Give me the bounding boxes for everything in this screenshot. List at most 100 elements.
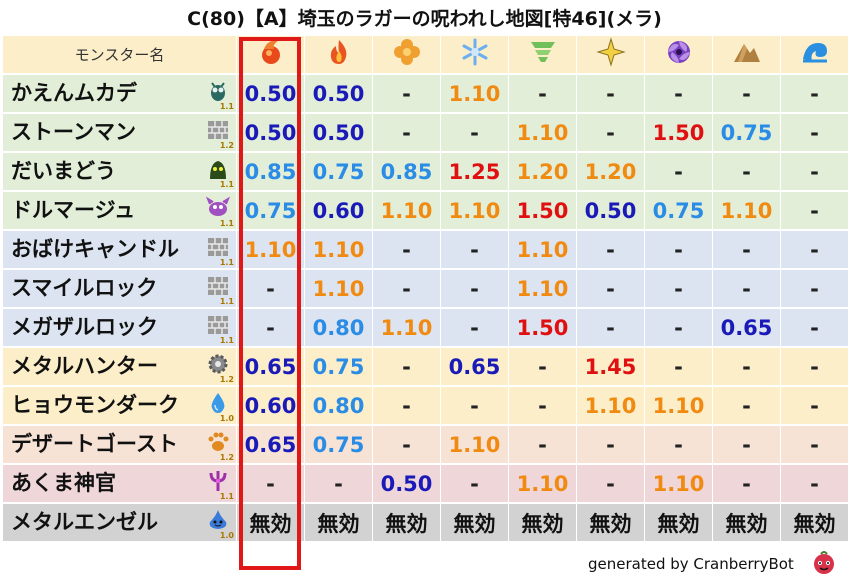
resistance-value-cell: - [781,231,849,270]
resistance-value-cell: - [781,387,849,426]
resistance-value-cell: - [373,75,441,114]
table-row: デザートゴースト 1.2 0.65 0.75-1.10- - - - - [3,426,849,465]
monster-level: 1.1 [219,258,234,267]
resistance-value-cell: 1.10 [577,387,645,426]
resistance-value-cell: - [781,426,849,465]
brick-icon [206,118,230,142]
monster-level: 1.2 [219,141,234,150]
monster-name-cell: ドルマージュ 1.1 [3,192,237,231]
resistance-value-cell: 0.85 [373,153,441,192]
resistance-value-cell: - [577,309,645,348]
resistance-value-cell: - [373,114,441,153]
cranberry-face-icon [814,551,834,574]
rock-icon [733,44,760,62]
fire-ball-icon [261,40,280,64]
tornado-icon [530,42,555,62]
resistance-value-cell: 0.75 [645,192,713,231]
resistance-value-cell: 1.10 [237,231,305,270]
monster-level: 1.1 [219,102,234,111]
monster-name: メタルハンター [11,354,158,378]
monster-level: 1.1 [219,219,234,228]
resistance-value-cell: - [713,387,781,426]
resistance-value-cell: 1.45 [577,348,645,387]
brick-icon [206,274,230,298]
resistance-value-cell: - [509,426,577,465]
monster-name: メタルエンゼル [11,510,158,534]
resistance-value-cell: 無効 [441,504,509,543]
table-row: かえんムカデ 1.1 0.50 0.50-1.10- - - - - [3,75,849,114]
resistance-value-cell: 無効 [645,504,713,543]
monster-name-cell: メタルエンゼル 1.0 [3,504,237,543]
resistance-value-cell: 1.10 [509,465,577,504]
column-header-monster-name: モンスター名 [3,36,237,75]
resistance-value-cell: - [781,309,849,348]
resistance-value-cell: 1.10 [441,75,509,114]
resistance-value-cell: 無効 [781,504,849,543]
monster-name-cell: メガザルロック 1.1 [3,309,237,348]
table-row: あくま神官 1.1- -0.50-1.10-1.10- - [3,465,849,504]
resistance-value-cell: - [781,75,849,114]
resistance-value-cell: 0.65 [237,348,305,387]
resistance-value-cell: 1.10 [441,426,509,465]
metal-slime-icon [206,508,230,532]
table-row: ドルマージュ 1.1 0.75 0.60 1.10 1.10 1.50 0.50 0.75 1.1… [3,192,849,231]
lightning-star-icon [595,37,626,67]
resistance-value-cell: 0.75 [305,153,373,192]
resistance-value-cell: - [509,387,577,426]
water-drop-icon [206,391,230,415]
monster-name: スマイルロック [11,276,158,300]
resistance-value-cell: - [645,75,713,114]
resistance-value-cell: 0.50 [305,114,373,153]
resistance-value-cell: - [509,75,577,114]
monster-name-cell: ヒョウモンダーク 1.0 [3,387,237,426]
monster-name-cell: だいまどう 1.1 [3,153,237,192]
resistance-value-cell: - [713,231,781,270]
monster-name: おばけキャンドル [11,237,179,261]
table-row: ストーンマン 1.2 0.50 0.50- -1.10-1.50 0.75- [3,114,849,153]
resistance-value-cell: - [373,348,441,387]
resistance-value-cell: - [577,231,645,270]
bug-icon [206,79,230,103]
resistance-value-cell: 0.75 [237,192,305,231]
resistance-value-cell: 1.50 [645,114,713,153]
resistance-value-cell: 無効 [509,504,577,543]
resistance-value-cell: - [237,270,305,309]
resistance-value-cell: - [645,270,713,309]
gear-icon [206,352,230,376]
snowflake-icon [462,38,487,66]
monster-name: だいまどう [11,159,116,183]
resistance-value-cell: 1.10 [509,114,577,153]
column-header-element-4 [509,36,577,75]
resistance-value-cell: 0.65 [441,348,509,387]
brick-icon [206,235,230,259]
resistance-value-cell: - [441,465,509,504]
resistance-value-cell: - [781,114,849,153]
resistance-value-cell: - [645,309,713,348]
resistance-value-cell: 1.20 [509,153,577,192]
slime-mage-icon [206,157,230,181]
resistance-value-cell: - [781,192,849,231]
resistance-value-cell: 0.85 [237,153,305,192]
resistance-value-cell: - [577,75,645,114]
resistance-value-cell: - [577,114,645,153]
wave-icon [802,43,827,63]
resistance-value-cell: 1.50 [509,192,577,231]
header-row: モンスター名 [3,36,849,75]
resistance-value-cell: - [713,465,781,504]
resistance-value-cell: 0.75 [713,114,781,153]
resistance-value-cell: - [441,270,509,309]
monster-level: 1.0 [219,414,234,423]
resistance-value-cell: - [781,153,849,192]
column-header-element-3 [441,36,509,75]
column-header-element-1 [305,36,373,75]
resistance-value-cell: 0.75 [305,426,373,465]
monster-level: 1.1 [219,492,234,501]
table-row: ヒョウモンダーク 1.0 0.60 0.80- - -1.10 1.10- - [3,387,849,426]
table-row: メガザルロック 1.1-0.80 1.10-1.50- -0.65- [3,309,849,348]
resistance-value-cell: 0.50 [237,114,305,153]
resistance-table: モンスター名 [3,36,849,543]
resistance-value-cell: 0.50 [577,192,645,231]
resistance-value-cell: - [237,309,305,348]
table-row: メタルハンター 1.2 0.65 0.75-0.65-1.45- - - [3,348,849,387]
resistance-value-cell: 1.10 [305,231,373,270]
